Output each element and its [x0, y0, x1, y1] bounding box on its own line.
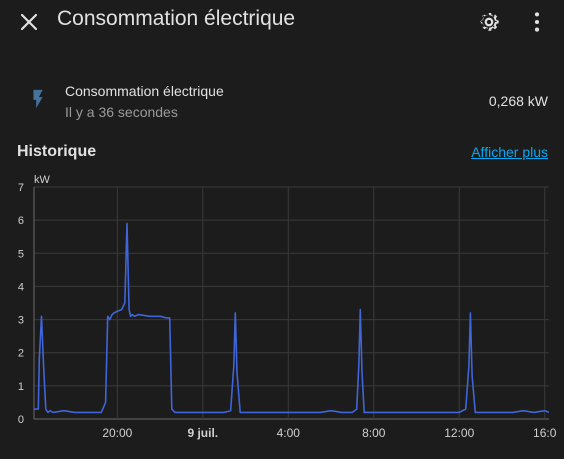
x-tick-label: 9 juil. — [187, 426, 218, 440]
dialog-header: Consommation électrique — [0, 0, 564, 44]
y-tick-label: 2 — [18, 348, 24, 360]
y-tick-label: 0 — [18, 414, 24, 426]
y-tick-label: 6 — [18, 215, 24, 227]
entity-row[interactable]: Consommation électrique Il y a 36 second… — [0, 72, 564, 130]
dialog-title: Consommation électrique — [57, 7, 296, 30]
more-vertical-icon — [534, 12, 540, 32]
entity-state: 0,268 kW — [488, 93, 548, 109]
history-chart[interactable]: 0 1 2 3 4 5 6 7 20:00 9 juil. 4:00 8:00 12:00 16:0 kW — [0, 170, 564, 454]
x-tick-label: 20:00 — [102, 426, 132, 440]
power-series-line — [34, 222, 550, 414]
y-tick-label: 3 — [18, 315, 24, 327]
y-tick-label: 5 — [18, 248, 24, 260]
flash-icon — [33, 89, 43, 109]
y-tick-label: 7 — [18, 182, 24, 194]
y-tick-label: 4 — [18, 281, 24, 293]
gear-icon — [480, 13, 499, 31]
x-tick-label: 8:00 — [362, 426, 386, 440]
y-unit-label: kW — [34, 174, 51, 186]
show-more-link[interactable]: Afficher plus — [471, 144, 548, 160]
x-tick-label: 12:00 — [444, 426, 474, 440]
x-tick-label: 4:00 — [277, 426, 301, 440]
x-tick-label: 16:0 — [533, 426, 557, 440]
history-chart-svg: 0 1 2 3 4 5 6 7 20:00 9 juil. 4:00 8:00 12:00 16:0 kW — [18, 174, 557, 440]
settings-button[interactable] — [476, 9, 502, 35]
entity-name: Consommation électrique — [65, 83, 224, 99]
history-title: Historique — [17, 143, 97, 160]
close-button[interactable] — [16, 9, 42, 35]
more-options-button[interactable] — [524, 9, 550, 35]
entity-last-changed: Il y a 36 secondes — [65, 104, 178, 120]
y-tick-label: 1 — [18, 381, 24, 393]
close-icon — [20, 13, 38, 31]
